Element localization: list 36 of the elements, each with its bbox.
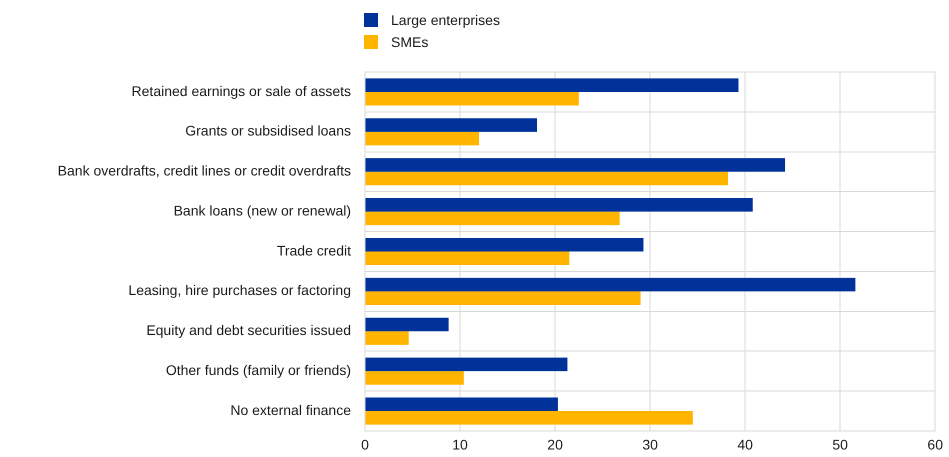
bar xyxy=(366,132,480,146)
bar xyxy=(366,212,620,226)
y-tick-label: No external finance xyxy=(230,402,352,418)
bar xyxy=(366,291,641,305)
y-tick-label: Retained earnings or sale of assets xyxy=(132,82,351,99)
bar xyxy=(366,371,464,385)
bar xyxy=(366,331,409,345)
y-tick-label: Other funds (family or friends) xyxy=(166,362,351,378)
bar xyxy=(366,198,753,212)
bar xyxy=(366,172,728,186)
x-tick-label: 20 xyxy=(547,436,564,452)
bar xyxy=(366,92,579,106)
y-tick-label: Bank overdrafts, credit lines or credit overdrafts xyxy=(58,162,351,179)
y-tick-label: Trade credit xyxy=(276,242,352,258)
bar xyxy=(366,158,786,172)
x-tick-label: 30 xyxy=(642,436,658,452)
bar xyxy=(366,252,570,266)
legend-label: Large enterprises xyxy=(391,12,500,28)
bar xyxy=(366,358,568,372)
bar xyxy=(366,78,738,92)
bar xyxy=(366,318,449,332)
bar xyxy=(366,238,644,252)
x-tick-label: 50 xyxy=(832,436,848,452)
x-tick-label: 10 xyxy=(452,436,468,452)
y-tick-label: Bank loans (new or renewal) xyxy=(174,202,351,218)
bar xyxy=(366,411,693,425)
legend-label: SMEs xyxy=(391,34,428,50)
y-tick-label: Grants or subsidised loans xyxy=(185,122,351,139)
bar xyxy=(366,118,538,132)
x-tick-label: 0 xyxy=(361,436,370,452)
x-tick-label: 40 xyxy=(737,436,754,452)
bar xyxy=(366,397,558,412)
y-tick-label: Leasing, hire purchases or factoring xyxy=(128,282,351,298)
x-tick-label: 60 xyxy=(927,436,944,452)
y-tick-label: Equity and debt securities issued xyxy=(146,322,351,338)
bar xyxy=(366,278,856,292)
